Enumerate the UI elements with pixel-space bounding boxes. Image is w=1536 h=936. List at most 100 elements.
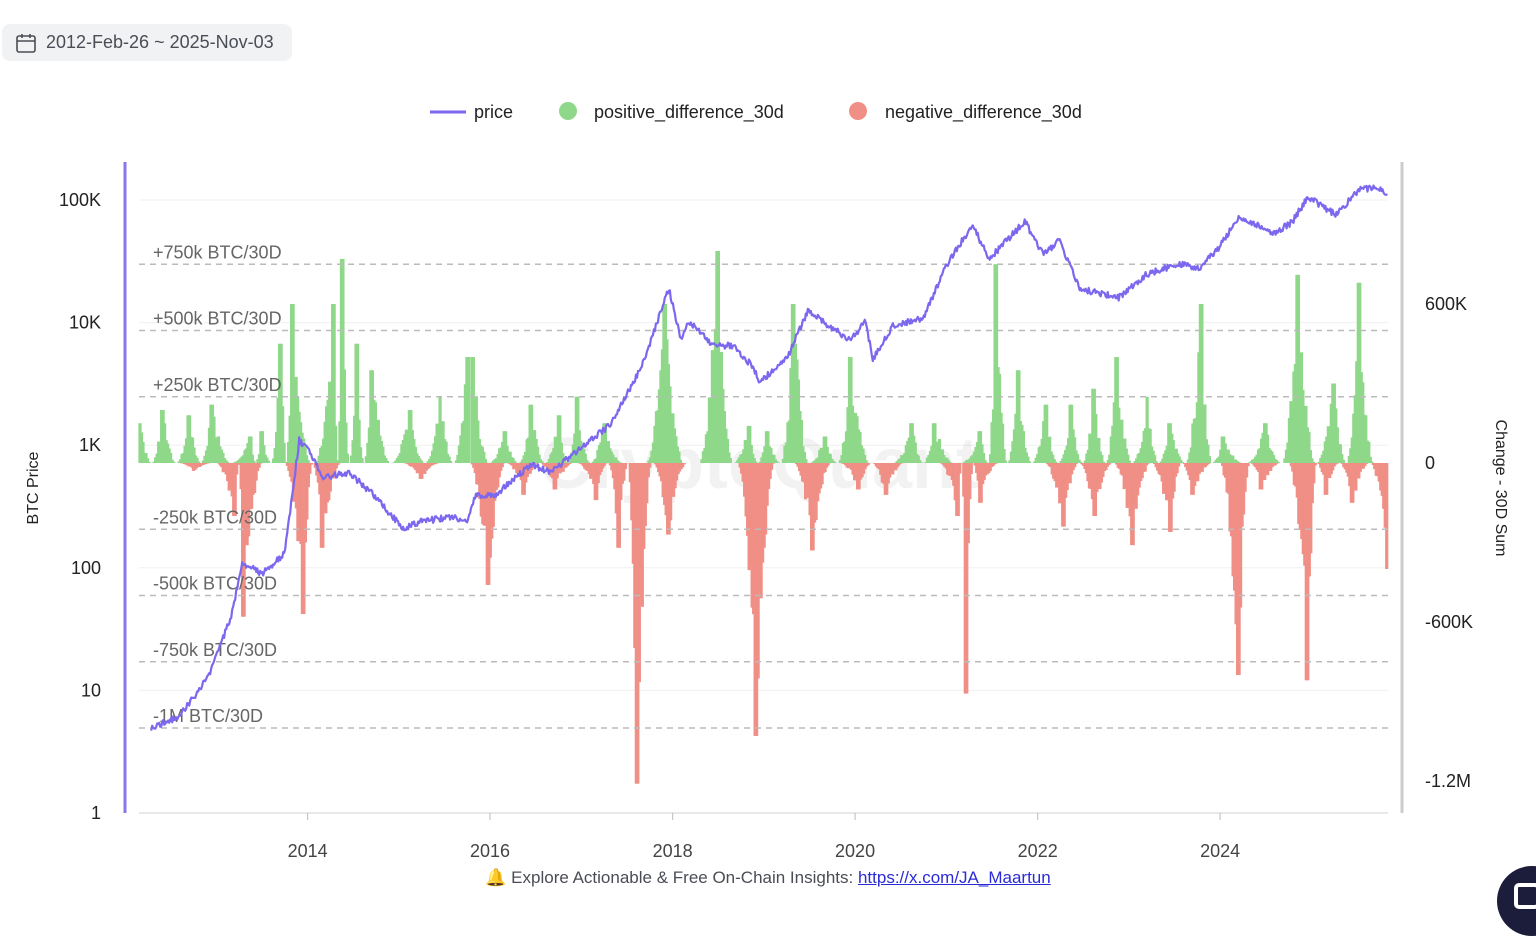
negative-bar	[624, 463, 627, 469]
positive-bar	[1004, 461, 1007, 463]
positive-bar	[307, 460, 310, 463]
negative-bar	[1365, 463, 1368, 464]
negative-bar	[1177, 463, 1180, 466]
legend-label-price: price	[474, 102, 513, 122]
footer: 🔔 Explore Actionable & Free On-Chain Ins…	[0, 868, 1536, 888]
positive-bar	[985, 462, 988, 463]
x-tick-label: 2020	[835, 841, 875, 861]
positive-bar	[1276, 462, 1279, 463]
positive-bar	[833, 462, 836, 463]
negative-bar	[770, 463, 773, 470]
positive-bar	[484, 459, 487, 463]
negative-bar	[604, 463, 607, 464]
y-left-tick-label: 100	[71, 558, 101, 578]
positive-bar	[467, 357, 470, 463]
legend-label-negative: negative_difference_30d	[885, 102, 1082, 123]
negative-bar	[1385, 463, 1388, 569]
y-left-axis-title: BTC Price	[25, 451, 42, 524]
positive-bar	[386, 461, 389, 463]
y-right-tick-label: 0	[1425, 453, 1435, 473]
legend-label-positive: positive_difference_30d	[594, 102, 784, 123]
y-right-tick-label: 600K	[1425, 294, 1467, 314]
negative-bar	[259, 463, 262, 464]
positive-bar	[283, 443, 286, 463]
x-tick-label: 2024	[1200, 841, 1240, 861]
legend: price positive_difference_30d negative_dif…	[430, 102, 1082, 123]
negative-difference-bars	[180, 463, 1388, 784]
chart: price positive_difference_30d negative_dif…	[0, 0, 1536, 900]
reference-line-label: -250k BTC/30D	[153, 507, 277, 527]
negative-bar	[1336, 463, 1339, 464]
positive-bar	[197, 462, 200, 463]
positive-bar	[360, 458, 363, 463]
positive-bar	[336, 460, 339, 463]
positive-bar	[284, 462, 287, 463]
footer-text: Explore Actionable & Free On-Chain Insig…	[511, 868, 858, 887]
positive-bar	[1128, 461, 1131, 463]
reference-line-label: +750k BTC/30D	[153, 242, 282, 262]
negative-bar	[258, 463, 261, 468]
negative-bar	[958, 463, 961, 474]
positive-bar	[1181, 462, 1184, 463]
positive-bar	[147, 462, 150, 463]
positive-bar	[267, 461, 270, 463]
positive-bar	[1102, 462, 1105, 463]
reference-line-label: +250k BTC/30D	[153, 375, 282, 395]
negative-bar	[310, 463, 313, 465]
positive-bar	[564, 462, 567, 463]
positive-bar	[754, 461, 757, 463]
y-left-tick-label: 1	[91, 803, 101, 823]
positive-bar	[1054, 462, 1057, 463]
negative-bar	[772, 463, 775, 464]
x-tick-label: 2018	[653, 841, 693, 861]
legend-swatch-negative	[849, 102, 867, 120]
positive-bar	[804, 459, 807, 463]
positive-bar	[540, 461, 543, 463]
positive-bar	[1028, 461, 1031, 463]
positive-bar	[920, 462, 923, 463]
negative-bar	[648, 463, 651, 468]
y-left-tick-label: 1K	[79, 435, 101, 455]
negative-bar	[336, 463, 339, 465]
positive-bar	[449, 461, 452, 463]
negative-bar	[237, 463, 240, 465]
y-right-tick-label: -1.2M	[1425, 771, 1471, 791]
positive-bar	[346, 454, 349, 463]
positive-bar	[1079, 462, 1082, 463]
y-left-tick-label: 100K	[59, 190, 101, 210]
y-left-tick-label: 10	[81, 680, 101, 700]
negative-bar	[1147, 463, 1150, 464]
negative-bar	[683, 463, 686, 464]
positive-bar	[729, 458, 732, 463]
x-tick-label: 2014	[288, 841, 328, 861]
positive-bar	[1155, 461, 1158, 463]
reference-line-label: -500k BTC/30D	[153, 574, 277, 594]
negative-bar	[826, 463, 829, 466]
y-right-tick-label: -600K	[1425, 612, 1473, 632]
positive-bar	[252, 461, 255, 463]
negative-bar	[1075, 463, 1078, 464]
positive-bar	[1370, 462, 1373, 463]
reference-line-label: +500k BTC/30D	[153, 309, 282, 329]
negative-bar	[1312, 463, 1315, 483]
positive-bar	[1342, 460, 1345, 463]
positive-bar	[1208, 456, 1211, 463]
x-tick-label: 2022	[1018, 841, 1058, 861]
positive-bar	[587, 462, 590, 463]
negative-bar	[1246, 463, 1249, 466]
positive-bar	[679, 460, 682, 463]
bell-icon: 🔔	[485, 868, 506, 887]
footer-link[interactable]: https://x.com/JA_Maartun	[858, 868, 1051, 887]
positive-bar	[1312, 462, 1315, 463]
y-right-axis-title: Change - 30D Sum	[1492, 420, 1509, 557]
positive-bar	[172, 462, 175, 463]
y-left-tick-label: 10K	[69, 313, 101, 333]
legend-swatch-positive	[559, 102, 577, 120]
negative-bar	[1314, 463, 1317, 465]
positive-bar	[226, 462, 229, 463]
negative-bar	[501, 463, 504, 467]
negative-bar	[970, 463, 973, 474]
x-tick-label: 2016	[470, 841, 510, 861]
negative-bar	[995, 463, 998, 464]
positive-bar	[334, 426, 337, 463]
